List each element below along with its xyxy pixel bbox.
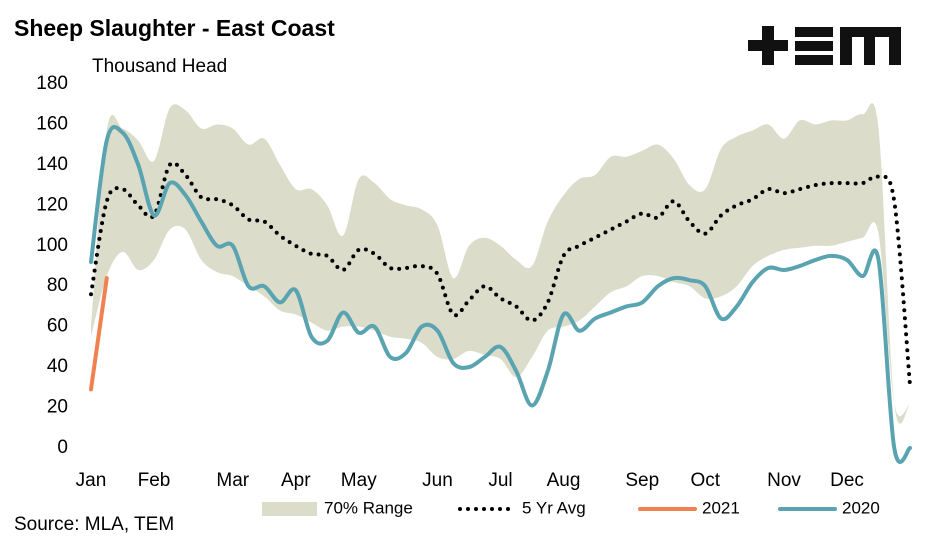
x-tick-label: Nov	[767, 470, 801, 491]
x-tick-label: Sep	[625, 470, 659, 491]
series-line	[89, 125, 912, 464]
chart-subtitle: Thousand Head	[92, 56, 227, 77]
y-tick-label: 180	[36, 73, 68, 94]
series-line	[89, 160, 912, 388]
x-tick-label: Jul	[488, 470, 512, 491]
y-tick-label: 60	[47, 316, 68, 337]
y-tick-label: 80	[47, 275, 68, 296]
y-tick-label: 100	[36, 235, 68, 256]
x-tick-label: Apr	[281, 470, 311, 491]
x-tick-label: Aug	[547, 470, 581, 491]
y-tick-label: 40	[47, 356, 68, 377]
legend-label: 5 Yr Avg	[522, 498, 586, 517]
range-band	[91, 103, 910, 424]
y-tick-label: 160	[36, 113, 68, 134]
x-tick-label: Jan	[76, 470, 107, 491]
y-tick-label: 140	[36, 154, 68, 175]
x-tick-label: Jun	[422, 470, 453, 491]
x-tick-label: Feb	[138, 470, 171, 491]
legend-swatch	[262, 502, 317, 516]
legend-label: 2021	[702, 498, 740, 517]
source: Source: MLA, TEM	[14, 514, 174, 535]
y-tick-label: 20	[47, 397, 68, 418]
x-tick-label: Mar	[216, 470, 249, 491]
y-tick-label: 120	[36, 194, 68, 215]
legend-label: 2020	[842, 498, 880, 517]
chart-title: Sheep Slaughter - East Coast	[14, 15, 335, 41]
y-tick-label: 0	[57, 437, 68, 458]
logo	[748, 26, 901, 65]
x-tick-label: May	[341, 470, 377, 491]
legend-label: 70% Range	[324, 498, 413, 517]
x-tick-label: Dec	[830, 470, 864, 491]
series-line	[89, 276, 109, 392]
x-tick-label: Oct	[690, 470, 720, 491]
